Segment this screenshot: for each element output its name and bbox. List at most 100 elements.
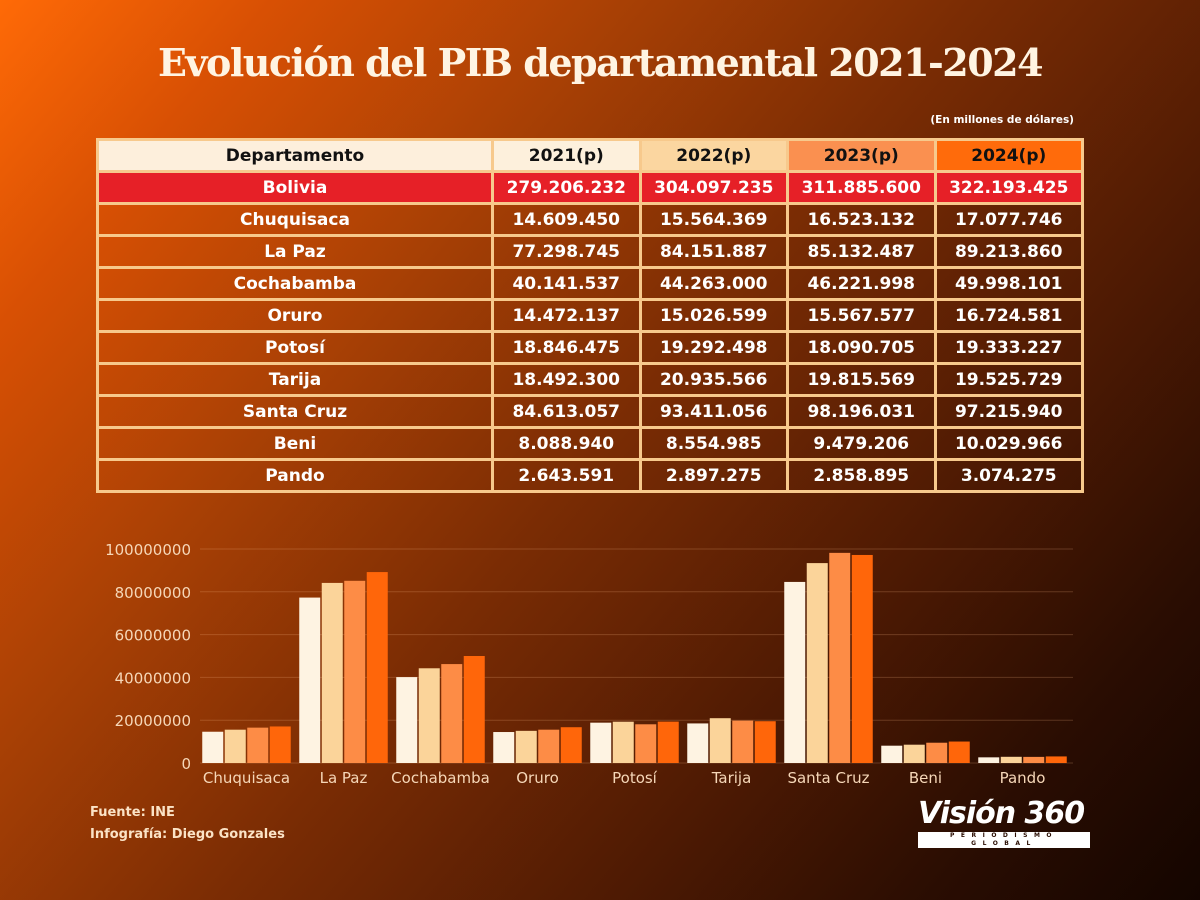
bar-2022p (903, 744, 925, 763)
bars (202, 552, 1067, 763)
row-name: Tarija (96, 362, 494, 397)
bar-2022p (709, 718, 731, 763)
table-row: Pando 2.643.591 2.897.275 2.858.895 3.07… (96, 458, 1084, 493)
cell-value: 18.846.475 (491, 330, 642, 365)
bar-2023p (829, 552, 851, 763)
cell-value: 304.097.235 (638, 170, 789, 205)
row-name: La Paz (96, 234, 494, 269)
row-name: Chuquisaca (96, 202, 494, 237)
bar-2021p (299, 597, 321, 763)
row-name: Beni (96, 426, 494, 461)
cell-value: 40.141.537 (491, 266, 642, 301)
table-header-row: Departamento 2021(p) 2022(p) 2023(p) 202… (96, 138, 1084, 173)
credit-note: Infografía: Diego Gonzales (90, 827, 285, 842)
bar-2024p (851, 554, 873, 763)
cell-value: 279.206.232 (491, 170, 642, 205)
cell-value: 46.221.998 (786, 266, 937, 301)
footer-credits: Fuente: INE Infografía: Diego Gonzales (90, 802, 285, 846)
cell-value: 15.567.577 (786, 298, 937, 333)
bar-2021p (881, 745, 903, 763)
cell-value: 2.858.895 (786, 458, 937, 493)
cell-value: 2.643.591 (491, 458, 642, 493)
cell-value: 9.479.206 (786, 426, 937, 461)
bar-2021p (202, 731, 224, 763)
bar-2024p (754, 721, 776, 763)
bar-2023p (926, 742, 948, 763)
table-row: Beni 8.088.940 8.554.985 9.479.206 10.02… (96, 426, 1084, 461)
source-note: Fuente: INE (90, 805, 175, 820)
bar-2022p (321, 582, 343, 763)
table-row: La Paz 77.298.745 84.151.887 85.132.487 … (96, 234, 1084, 269)
header-2022: 2022(p) (638, 138, 789, 173)
row-name: Oruro (96, 298, 494, 333)
bar-2023p (1023, 756, 1045, 763)
bar-2023p (635, 724, 657, 763)
page-title: Evolución del PIB departamental 2021-202… (157, 40, 1044, 85)
row-name: Pando (96, 458, 494, 493)
units-note: (En millones de dólares) (930, 114, 1074, 126)
cell-value: 2.897.275 (638, 458, 789, 493)
cell-value: 8.088.940 (491, 426, 642, 461)
y-tick-label: 0 (181, 755, 191, 773)
y-tick-label: 20000000 (115, 712, 191, 730)
gdp-table: Departamento 2021(p) 2022(p) 2023(p) 202… (96, 138, 1084, 493)
cell-value: 18.492.300 (491, 362, 642, 397)
y-tick-label: 100000000 (105, 541, 191, 559)
cell-value: 15.564.369 (638, 202, 789, 237)
vision360-logo: Visión 360 PERIODISMO GLOBAL (918, 798, 1090, 848)
cell-value: 10.029.966 (933, 426, 1084, 461)
cell-value: 20.935.566 (638, 362, 789, 397)
y-axis-ticks: 0 20000000 40000000 60000000 80000000 1000000… (105, 541, 191, 773)
x-tick-label: Oruro (516, 769, 559, 787)
row-name: Santa Cruz (96, 394, 494, 429)
cell-value: 16.523.132 (786, 202, 937, 237)
x-tick-label: Cochabamba (391, 769, 490, 787)
x-tick-label: Potosí (612, 769, 658, 787)
x-axis-labels: Chuquisaca La Paz Cochabamba Oruro Potosí Tar… (203, 769, 1045, 787)
cell-value: 14.609.450 (491, 202, 642, 237)
logo-wordmark: Visión 360 (918, 796, 1085, 831)
cell-value: 322.193.425 (933, 170, 1084, 205)
bar-2024p (560, 727, 582, 763)
cell-value: 8.554.985 (638, 426, 789, 461)
y-tick-label: 60000000 (115, 627, 191, 645)
cell-value: 17.077.746 (933, 202, 1084, 237)
bar-2022p (224, 729, 246, 763)
bar-2024p (269, 726, 291, 763)
gdp-bar-chart: 0 20000000 40000000 60000000 80000000 1000000… (105, 541, 1073, 787)
table-row-total: Bolivia 279.206.232 304.097.235 311.885.… (96, 170, 1084, 205)
bar-2021p (687, 723, 709, 763)
x-tick-label: Beni (909, 769, 942, 787)
header-departamento: Departamento (96, 138, 494, 173)
cell-value: 3.074.275 (933, 458, 1084, 493)
bar-2024p (463, 656, 485, 763)
cell-value: 19.292.498 (638, 330, 789, 365)
x-tick-label: Pando (1000, 769, 1046, 787)
bar-2022p (418, 668, 440, 763)
cell-value: 311.885.600 (786, 170, 937, 205)
cell-value: 15.026.599 (638, 298, 789, 333)
bar-2023p (732, 720, 754, 763)
bar-2024p (366, 572, 388, 763)
cell-value: 85.132.487 (786, 234, 937, 269)
bar-2021p (784, 581, 806, 763)
bar-2023p (441, 664, 463, 763)
cell-value: 49.998.101 (933, 266, 1084, 301)
cell-value: 14.472.137 (491, 298, 642, 333)
bar-2024p (657, 721, 679, 763)
y-tick-label: 80000000 (115, 584, 191, 602)
table-row: Cochabamba 40.141.537 44.263.000 46.221.… (96, 266, 1084, 301)
cell-value: 97.215.940 (933, 394, 1084, 429)
cell-value: 89.213.860 (933, 234, 1084, 269)
cell-value: 84.613.057 (491, 394, 642, 429)
bar-2023p (344, 580, 366, 763)
cell-value: 44.263.000 (638, 266, 789, 301)
bar-2022p (1000, 756, 1022, 763)
bar-2021p (978, 757, 1000, 763)
header-2021: 2021(p) (491, 138, 642, 173)
bar-2023p (538, 729, 560, 763)
bar-2021p (396, 677, 418, 763)
cell-value: 77.298.745 (491, 234, 642, 269)
cell-value: 19.333.227 (933, 330, 1084, 365)
row-name: Cochabamba (96, 266, 494, 301)
